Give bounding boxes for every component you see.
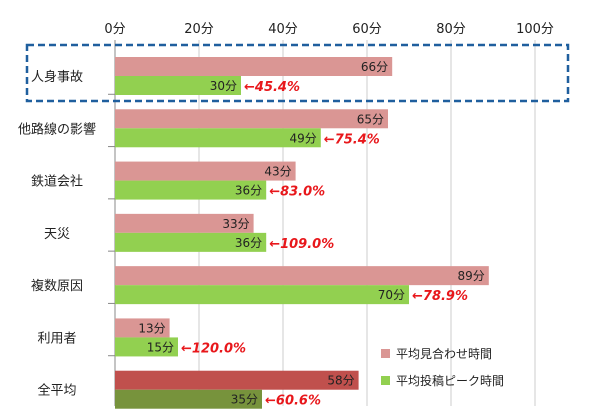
legend-swatch	[381, 349, 390, 358]
x-tick-label: 100分	[516, 22, 554, 37]
bar-peak-time	[115, 128, 321, 148]
highlight-box	[25, 43, 570, 103]
bar-peak-time	[115, 285, 409, 305]
ratio-label: ←75.4%	[324, 132, 380, 147]
value-label: 30分	[210, 79, 237, 93]
value-label: 70分	[378, 288, 405, 302]
bars	[115, 57, 489, 409]
value-label: 36分	[235, 184, 262, 198]
bar-peak-time	[115, 180, 267, 200]
legend-label: 平均投稿ピーク時間	[396, 373, 504, 388]
category-label: 複数原因	[31, 278, 83, 294]
x-tick-label: 40分	[268, 22, 298, 37]
ratio-label: ←45.4%	[244, 80, 300, 95]
bar-peak-time	[115, 232, 267, 252]
value-label: 65分	[357, 112, 384, 126]
value-label: 58分	[327, 374, 354, 388]
bar-wait-time	[115, 109, 388, 129]
value-label: 35分	[231, 393, 258, 407]
bar-wait-time	[115, 161, 296, 181]
bar-wait-time	[115, 57, 393, 76]
category-label: 人身事故	[31, 69, 83, 85]
category-label: 鉄道会社	[31, 174, 83, 190]
value-label: 66分	[361, 60, 388, 74]
value-label: 13分	[138, 321, 165, 335]
value-label: 43分	[264, 165, 291, 179]
value-label: 15分	[147, 340, 174, 354]
ratio-label: ←83.0%	[269, 185, 325, 200]
bar-peak-time	[115, 389, 262, 409]
bar-wait-time	[115, 213, 254, 233]
bar-wait-time	[115, 266, 489, 286]
value-label: 36分	[235, 236, 262, 250]
legend-label: 平均見合わせ時間	[396, 346, 492, 361]
legend-swatch	[381, 376, 390, 385]
bar-wait-time	[115, 318, 170, 338]
bar-wait-time	[115, 370, 359, 390]
ratio-label: ←78.9%	[412, 289, 468, 304]
x-tick-label: 20分	[184, 22, 214, 37]
ratio-label: ←120.0%	[181, 341, 246, 356]
x-tick-label: 60分	[352, 22, 382, 37]
x-axis-ticks: 0分 20分 40分 60分 80分 100分	[104, 22, 554, 37]
bar-peak-time	[115, 337, 178, 357]
x-tick-label: 80分	[436, 22, 466, 37]
bar-peak-time	[115, 76, 241, 95]
value-label: 33分	[222, 217, 249, 231]
value-label: 49分	[290, 131, 317, 145]
category-label: 天災	[44, 227, 70, 242]
category-label: 全平均	[37, 383, 76, 399]
category-label: 他路線の影響	[18, 121, 96, 137]
value-label: 89分	[458, 269, 485, 283]
ratio-label: ←60.6%	[265, 394, 321, 409]
ratio-label: ←109.0%	[269, 237, 334, 252]
category-label: 利用者	[37, 331, 76, 346]
x-tick-label: 0分	[104, 22, 125, 37]
